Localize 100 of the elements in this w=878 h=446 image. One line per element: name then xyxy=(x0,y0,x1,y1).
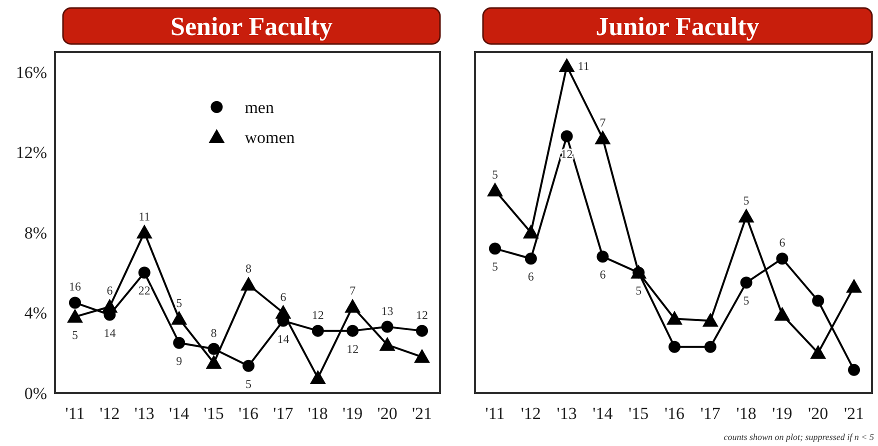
x-tick-label: '17 xyxy=(273,404,294,423)
annotation: 9 xyxy=(176,354,182,368)
point xyxy=(344,298,361,313)
point xyxy=(702,312,718,327)
x-tick-label: '18 xyxy=(736,404,756,423)
point xyxy=(774,306,790,321)
annotation: 12 xyxy=(416,308,428,322)
point xyxy=(596,250,609,263)
annotation: 5 xyxy=(246,376,252,391)
point xyxy=(740,276,752,289)
annotation: 6 xyxy=(779,236,786,250)
annotation: 12 xyxy=(346,342,359,356)
y-tick-label: 4% xyxy=(24,304,47,323)
annotation: 14 xyxy=(277,332,290,346)
annotation: 12 xyxy=(312,308,324,322)
chart-title: Senior Faculty xyxy=(170,12,333,41)
annotation: 5 xyxy=(492,167,498,182)
point xyxy=(666,310,682,325)
point xyxy=(810,344,826,359)
x-tick-label: '13 xyxy=(556,404,577,423)
point xyxy=(416,324,428,337)
y-tick-label: 8% xyxy=(24,223,47,242)
legend-label: men xyxy=(244,98,274,117)
chart-title: Junior Faculty xyxy=(596,12,760,41)
point xyxy=(206,354,222,369)
annotation: 8 xyxy=(246,262,252,276)
point xyxy=(102,298,118,313)
x-tick-label: '20 xyxy=(808,404,828,423)
annotation: 6 xyxy=(600,268,606,282)
annotation: 5 xyxy=(743,193,750,208)
x-tick-label: '20 xyxy=(377,404,398,423)
annotation: 22 xyxy=(138,284,150,298)
point xyxy=(738,208,754,222)
point xyxy=(704,340,716,353)
y-tick-label: 16% xyxy=(16,63,47,82)
annotation: 11 xyxy=(578,59,590,74)
point xyxy=(489,242,501,255)
y-tick-label: 0% xyxy=(24,384,47,403)
y-tick-label: 12% xyxy=(16,143,47,162)
annotation: 5 xyxy=(72,328,78,342)
point xyxy=(522,224,539,239)
x-tick-label: '15 xyxy=(628,404,649,423)
x-tick-label: '11 xyxy=(485,404,505,423)
x-tick-label: '15 xyxy=(204,404,224,423)
text: counts shown on plot; suppressed if n < 5 xyxy=(724,432,874,442)
annotation: 7 xyxy=(600,115,606,130)
point xyxy=(594,130,611,144)
point xyxy=(414,348,430,363)
x-tick-label: '16 xyxy=(664,404,685,423)
annotation: 5 xyxy=(492,260,498,274)
point xyxy=(173,336,186,349)
x-tick-label: '19 xyxy=(342,404,363,423)
x-tick-label: '14 xyxy=(592,404,614,423)
point xyxy=(848,364,860,376)
point xyxy=(275,304,292,319)
point xyxy=(524,252,537,265)
point xyxy=(668,340,680,353)
point xyxy=(346,324,359,337)
annotation: 8 xyxy=(210,326,217,340)
point xyxy=(381,320,394,333)
point xyxy=(310,370,326,384)
x-tick-label: '12 xyxy=(520,404,541,423)
point xyxy=(242,360,254,372)
annotation: 16 xyxy=(69,280,81,294)
point xyxy=(136,224,152,239)
annotation: 6 xyxy=(106,284,113,298)
point xyxy=(812,294,824,307)
point xyxy=(171,310,188,325)
annotation: 5 xyxy=(176,296,182,310)
point xyxy=(558,58,575,72)
x-tick-label: '19 xyxy=(772,404,792,423)
point xyxy=(240,276,256,291)
point xyxy=(846,278,862,293)
point xyxy=(208,342,220,355)
point xyxy=(560,130,573,142)
x-tick-label: '11 xyxy=(65,404,85,423)
annotation: 6 xyxy=(528,270,534,284)
point xyxy=(379,336,396,351)
legend-label: women xyxy=(244,128,296,147)
x-tick-label: '21 xyxy=(412,404,432,423)
x-tick-label: '18 xyxy=(308,404,328,423)
point xyxy=(138,266,150,279)
x-tick-label: '16 xyxy=(238,404,259,423)
annotation: 7 xyxy=(350,284,356,298)
x-tick-label: '21 xyxy=(844,404,864,423)
annotation: 5 xyxy=(636,284,642,298)
annotation: 11 xyxy=(138,210,150,224)
point xyxy=(776,252,788,265)
x-tick-label: '12 xyxy=(100,404,120,423)
annotation: 5 xyxy=(743,294,750,308)
x-tick-label: '14 xyxy=(169,404,190,423)
annotation: 14 xyxy=(104,326,116,340)
annotation: 6 xyxy=(280,290,286,304)
point xyxy=(487,182,503,196)
point xyxy=(69,296,81,309)
x-tick-label: '17 xyxy=(700,404,721,423)
annotation: 13 xyxy=(381,304,394,318)
point xyxy=(312,324,324,337)
x-tick-label: '13 xyxy=(134,404,154,423)
point xyxy=(67,308,83,323)
